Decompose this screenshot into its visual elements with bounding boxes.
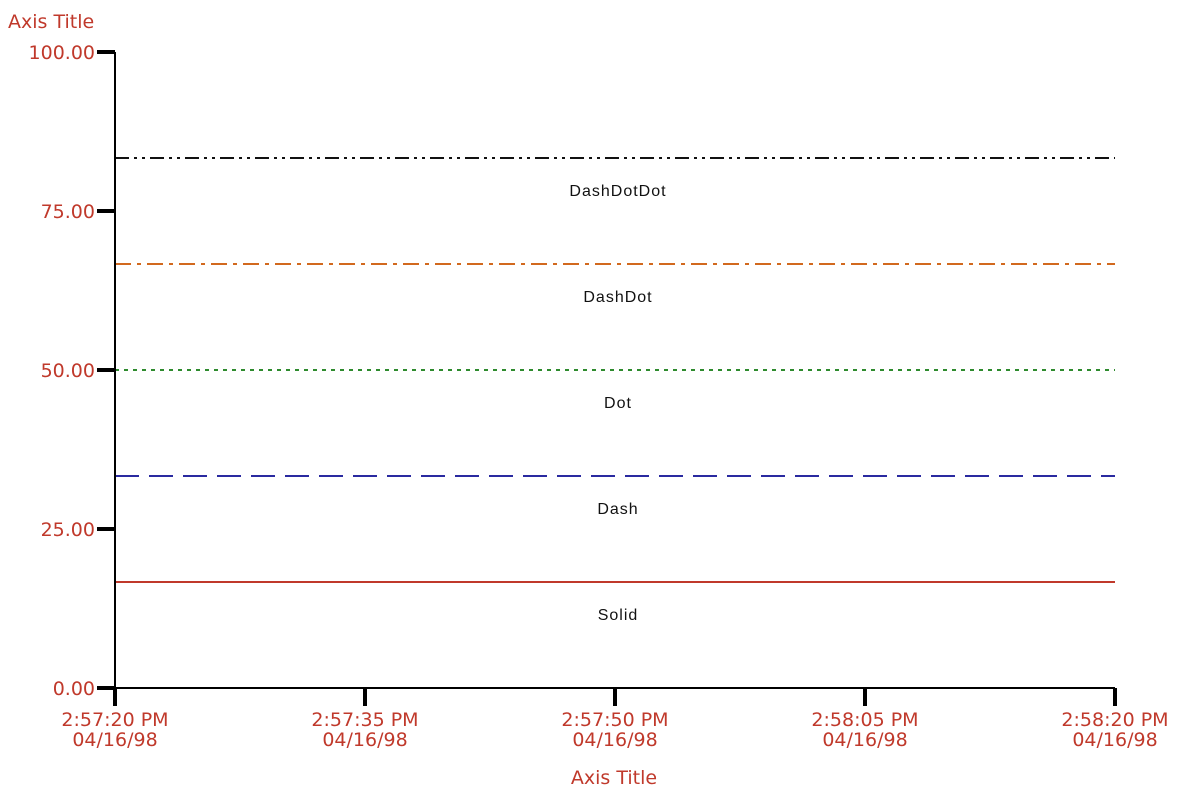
x-tick-date-label: 04/16/98 — [572, 729, 657, 751]
x-axis-title: Axis Title — [571, 767, 657, 788]
series-label-dash: Dash — [597, 501, 638, 518]
series-layer — [115, 157, 1115, 583]
series-label-dashdot: DashDot — [583, 289, 652, 306]
x-tick-date-label: 04/16/98 — [72, 729, 157, 751]
x-tick-time-label: 2:57:50 PM — [561, 709, 668, 731]
x-tick-time-label: 2:58:20 PM — [1061, 709, 1168, 731]
x-tick-time-label: 2:58:05 PM — [811, 709, 918, 731]
y-tick-label: 0.00 — [53, 678, 95, 700]
x-tick-date-label: 04/16/98 — [1072, 729, 1157, 751]
y-tick-label: 50.00 — [41, 360, 95, 382]
y-axis-title: Axis Title — [8, 11, 94, 33]
y-tick-label: 25.00 — [41, 519, 95, 541]
x-tick-time-label: 2:57:35 PM — [311, 709, 418, 731]
x-tick-time-label: 2:57:20 PM — [61, 709, 168, 731]
series-label-solid: Solid — [598, 607, 639, 624]
ticks-layer — [97, 50, 1117, 706]
y-tick-label: 100.00 — [29, 42, 95, 64]
series-label-dot: Dot — [604, 395, 632, 412]
series-label-dashdotdot: DashDotDot — [569, 183, 666, 200]
x-tick-date-label: 04/16/98 — [322, 729, 407, 751]
y-tick-label: 75.00 — [41, 201, 95, 223]
x-tick-date-label: 04/16/98 — [822, 729, 907, 751]
